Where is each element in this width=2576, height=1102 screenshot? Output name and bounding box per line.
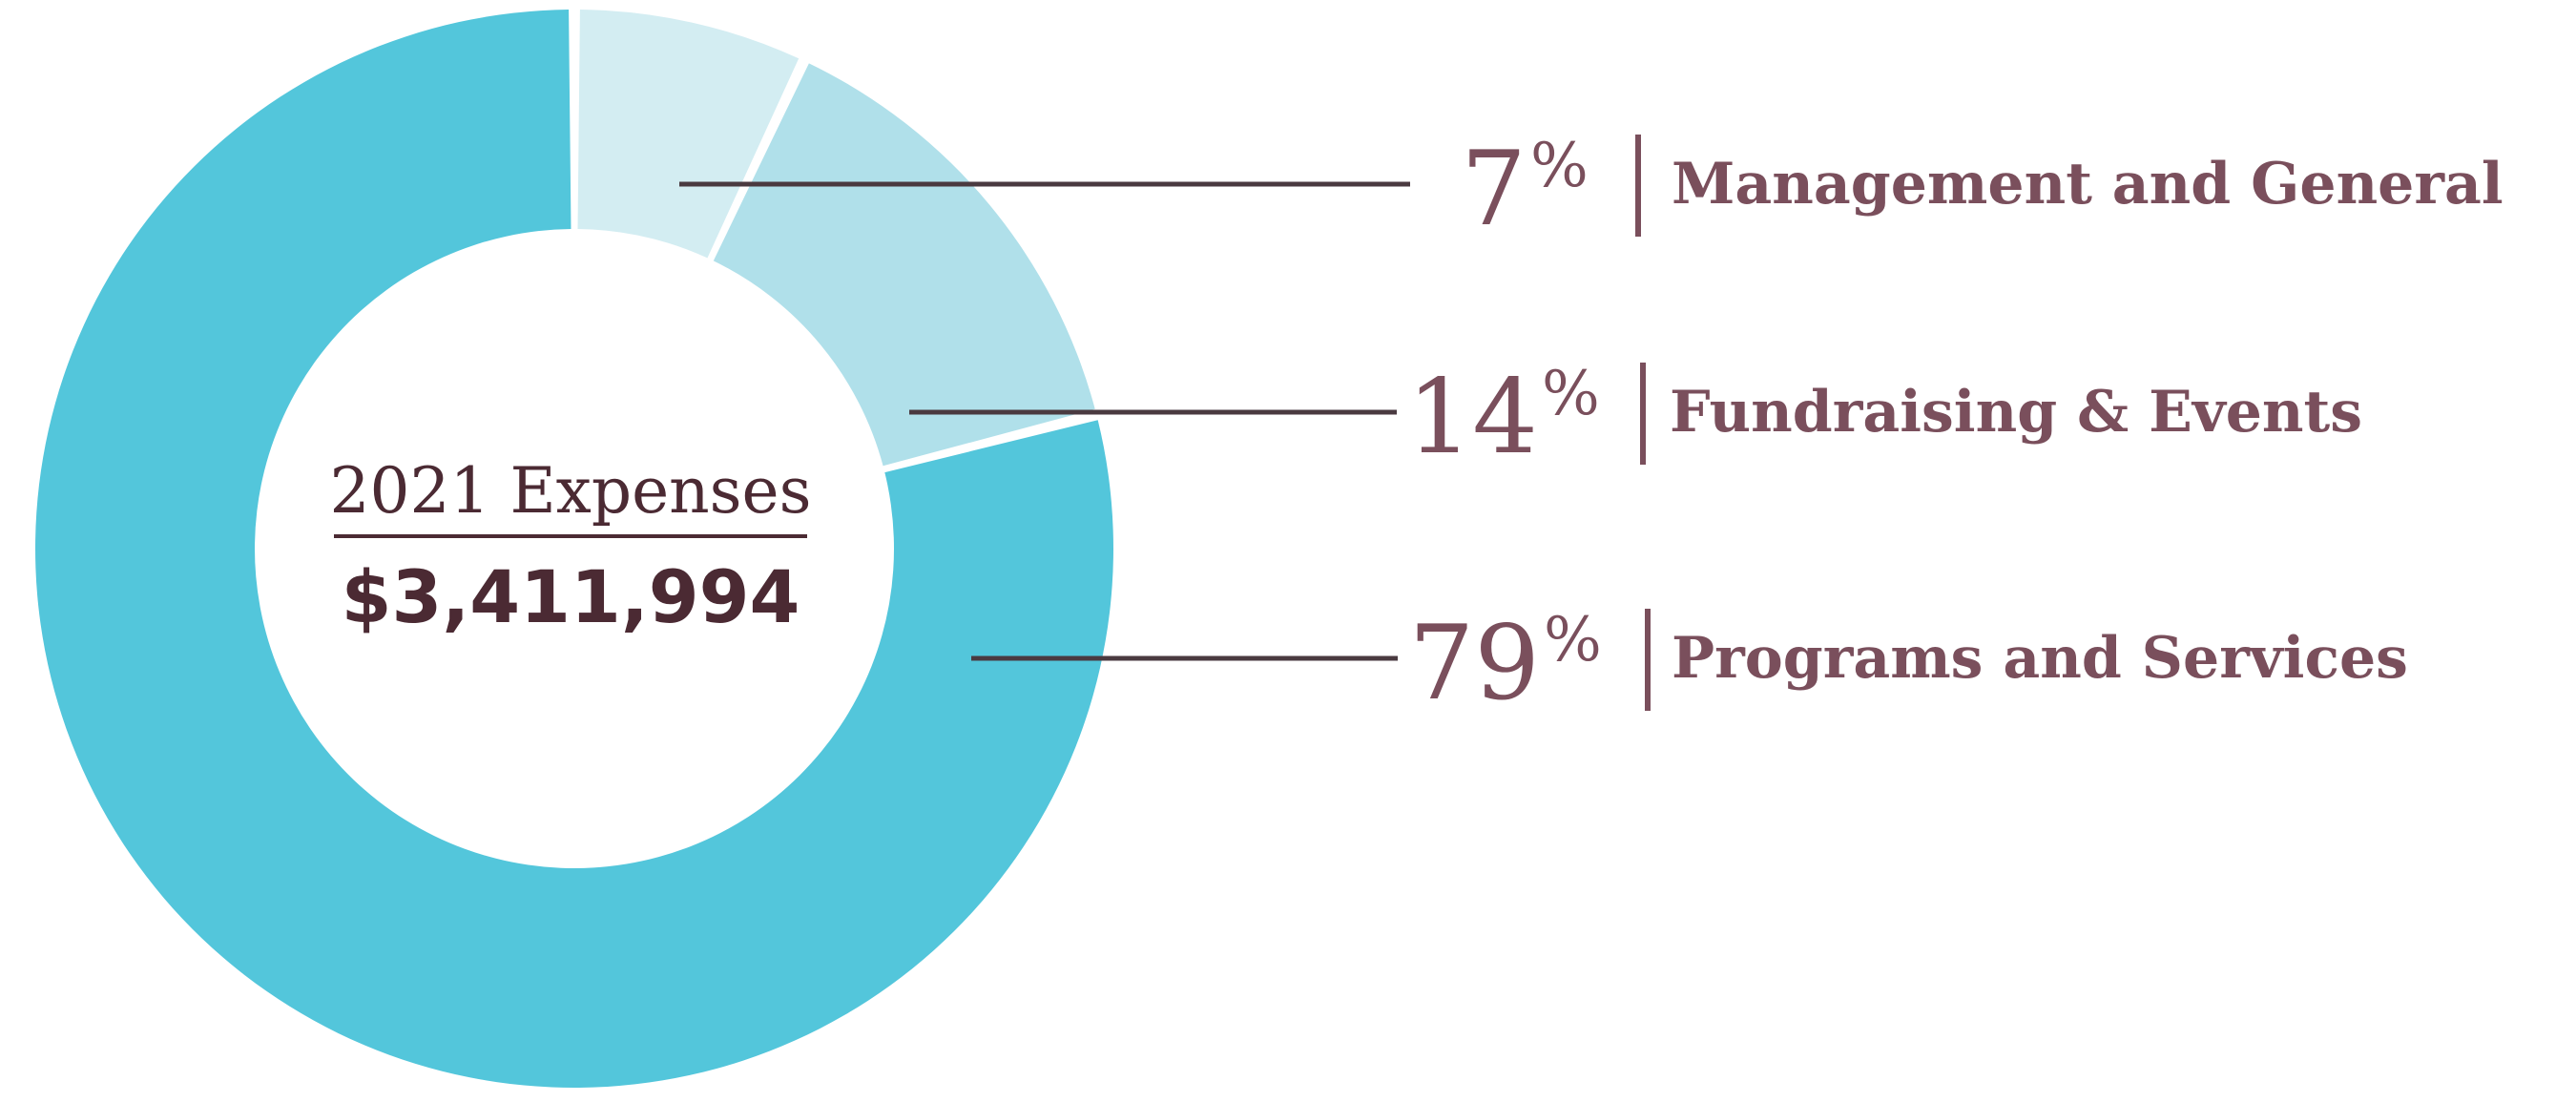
percent-sign-programs: % xyxy=(1544,605,1602,676)
donut-center: 2021 Expenses $3,411,994 xyxy=(330,454,812,639)
percent-value-fundraising: 14 xyxy=(1407,358,1538,477)
slice-programs xyxy=(35,10,1113,1088)
slice-fundraising xyxy=(713,63,1095,467)
leader-lines xyxy=(679,181,1410,661)
percent-value-management: 7 xyxy=(1461,130,1527,249)
category-label-fundraising: Fundraising & Events xyxy=(1670,379,2362,446)
center-title: 2021 Expenses xyxy=(330,454,812,528)
center-total-value: $3,411,994 xyxy=(342,554,800,639)
category-label-management: Management and General xyxy=(1672,151,2503,218)
slice-labels: 7% Management and General 14% Fundraising &… xyxy=(1407,130,2503,723)
percent-value-programs: 79 xyxy=(1409,604,1540,723)
percent-sign-fundraising: % xyxy=(1542,359,1600,429)
category-label-programs: Programs and Services xyxy=(1672,625,2408,692)
percent-sign-management: % xyxy=(1530,131,1589,201)
donut-slices xyxy=(35,10,1113,1088)
slice-management xyxy=(577,10,800,259)
